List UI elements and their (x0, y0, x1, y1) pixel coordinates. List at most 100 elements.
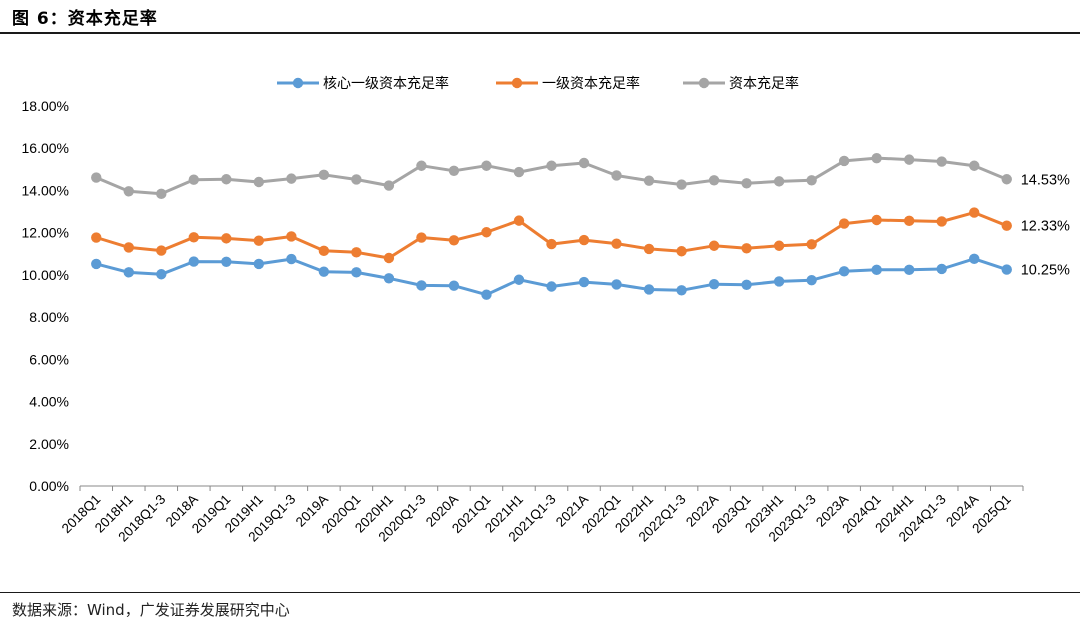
data-point (546, 160, 557, 171)
data-point (351, 174, 362, 185)
data-point (871, 152, 882, 164)
data-point (969, 253, 980, 265)
legend-label: 资本充足率 (729, 75, 799, 92)
data-point (903, 215, 915, 227)
data-point (188, 174, 200, 185)
legend-label: 核心一级资本充足率 (323, 75, 449, 92)
data-point (448, 280, 460, 291)
data-point (318, 266, 330, 277)
data-point (221, 233, 232, 244)
data-point (188, 256, 200, 267)
data-point (91, 172, 102, 183)
figure-header: 图 6：资本充足率 (0, 0, 1080, 34)
data-point (546, 238, 557, 250)
data-point (253, 176, 265, 188)
data-point (806, 274, 817, 286)
data-point (286, 231, 297, 242)
series-end-label: 12.33% (1021, 219, 1070, 235)
data-point (448, 235, 460, 246)
data-point (643, 284, 655, 295)
data-point (188, 232, 200, 243)
data-point (1001, 264, 1012, 275)
y-tick-label: 6.00% (29, 351, 69, 367)
y-tick-label: 4.00% (29, 394, 69, 410)
source-note: 数据来源：Wind，广发证券发展研究中心 (12, 601, 290, 619)
data-point (838, 155, 850, 167)
data-point (156, 269, 167, 280)
series-end-label: 10.25% (1021, 263, 1070, 279)
footer-rule (0, 592, 1080, 593)
data-point (578, 157, 590, 169)
data-point (123, 186, 134, 197)
data-point (123, 242, 134, 253)
data-point (643, 175, 655, 186)
data-point (383, 180, 395, 191)
header-rule (0, 32, 1080, 34)
data-point (318, 169, 330, 181)
y-tick-label: 0.00% (29, 478, 69, 494)
data-point (773, 276, 785, 287)
legend-swatch-marker (511, 77, 523, 89)
y-tick-label: 16.00% (22, 140, 69, 156)
data-point (416, 232, 427, 243)
data-point (156, 245, 167, 256)
data-point (351, 267, 362, 278)
data-point (383, 252, 395, 264)
y-tick-label: 18.00% (22, 98, 69, 114)
data-point (676, 285, 687, 296)
data-point (221, 174, 232, 185)
data-point (969, 160, 980, 171)
series-end-label: 14.53% (1021, 172, 1070, 188)
data-point (1001, 220, 1012, 231)
data-point (91, 258, 102, 270)
data-point (253, 258, 265, 270)
figure-title: 图 6：资本充足率 (12, 9, 158, 29)
data-point (513, 215, 525, 226)
data-point (513, 166, 525, 178)
data-point (286, 253, 297, 265)
data-point (708, 175, 720, 186)
data-point (546, 281, 557, 292)
data-point (286, 173, 297, 184)
data-point (676, 179, 687, 190)
data-point (903, 264, 915, 276)
data-point (611, 170, 622, 181)
data-point (871, 214, 882, 226)
data-point (156, 188, 167, 200)
data-point (903, 154, 915, 165)
data-point (448, 165, 460, 177)
data-point (741, 178, 752, 189)
data-point (871, 264, 882, 276)
data-point (741, 243, 752, 254)
data-point (806, 175, 817, 186)
data-point (838, 266, 850, 277)
data-point (708, 278, 720, 290)
data-point (611, 238, 622, 249)
data-point (708, 240, 720, 251)
y-tick-label: 2.00% (29, 436, 69, 452)
data-point (351, 247, 362, 258)
data-point (773, 176, 785, 187)
data-point (416, 280, 427, 291)
data-point (969, 207, 980, 218)
data-point (416, 160, 427, 171)
capital-adequacy-line-chart: 0.00% 2.00% 4.00% 6.00% 8.00% 10.00% 12.00% 14.… (22, 75, 1071, 545)
data-point (481, 160, 492, 171)
data-point (936, 263, 947, 275)
data-point (936, 216, 947, 227)
y-tick-label: 14.00% (22, 182, 69, 198)
data-point (611, 279, 622, 290)
series-line (95, 211, 1008, 260)
y-tick-label: 8.00% (29, 309, 69, 325)
data-point (676, 246, 687, 257)
data-point (578, 276, 590, 288)
data-point (221, 256, 232, 267)
data-point (481, 289, 492, 300)
data-point (578, 234, 590, 246)
data-point (643, 243, 655, 255)
data-point (91, 232, 102, 243)
data-point (513, 274, 525, 285)
data-point (253, 235, 265, 246)
data-point (1001, 174, 1012, 185)
y-tick-label: 12.00% (22, 225, 69, 241)
